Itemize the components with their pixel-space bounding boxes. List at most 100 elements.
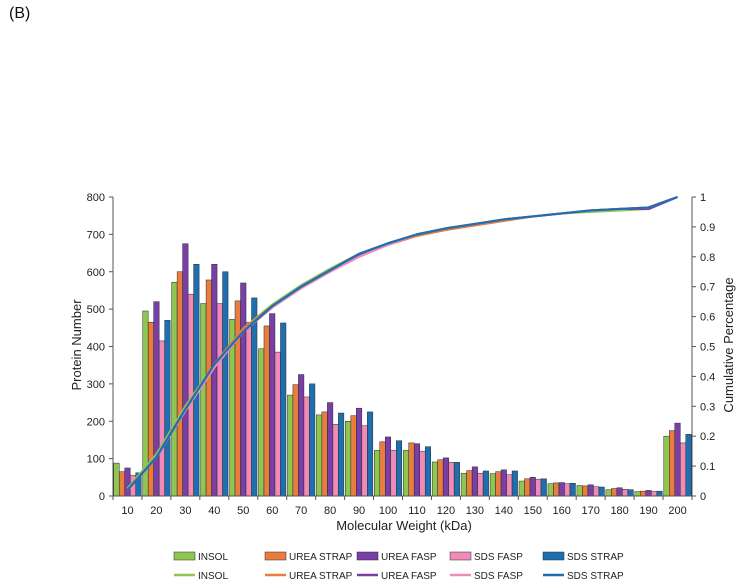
bar-sds-strap-40 — [222, 271, 229, 497]
bar-sds-fasp-90 — [361, 425, 368, 497]
bar-insol-140 — [489, 473, 496, 497]
bar-sds-strap-110 — [424, 446, 431, 497]
x-tick-label-120: 120 — [437, 505, 455, 517]
bar-insol-200 — [663, 435, 670, 497]
y2-axis-title: Cumulative Percentage — [721, 277, 736, 412]
y2-tick-label-0.4: 0.4 — [700, 371, 715, 383]
bar-insol-100 — [374, 450, 381, 497]
x-tick-label-10: 10 — [121, 505, 133, 517]
bar-sds-strap-190 — [656, 490, 663, 497]
legend-bar-swatch-sds-strap — [542, 551, 565, 561]
bar-urea-strap-120 — [437, 459, 444, 497]
bar-sds-strap-50 — [251, 297, 258, 497]
bar-urea-strap-100 — [379, 441, 386, 497]
x-tick-label-90: 90 — [353, 505, 365, 517]
bar-sds-fasp-120 — [448, 462, 455, 497]
bar-sds-strap-130 — [482, 470, 489, 497]
x-axis-title: Molecular Weight (kDa) — [336, 518, 472, 533]
y-tick-label-500: 500 — [87, 304, 105, 316]
bars-layer — [113, 243, 692, 497]
bar-sds-strap-100 — [396, 440, 403, 497]
bar-urea-strap-160 — [553, 482, 560, 497]
x-tick-label-50: 50 — [237, 505, 249, 517]
bar-insol-160 — [547, 483, 554, 497]
bar-urea-fasp-150 — [529, 477, 536, 497]
bar-urea-fasp-120 — [442, 457, 449, 497]
bar-sds-strap-140 — [511, 470, 518, 497]
bar-urea-strap-200 — [669, 430, 676, 497]
bar-sds-strap-150 — [540, 478, 547, 497]
y2-tick-label-0.8: 0.8 — [700, 252, 715, 264]
bar-urea-strap-130 — [466, 470, 473, 497]
x-tick-label-130: 130 — [466, 505, 484, 517]
cumulative-lines-layer — [126, 195, 678, 491]
bar-urea-fasp-30 — [182, 243, 189, 497]
x-tick-label-200: 200 — [668, 505, 686, 517]
legend: INSOL UREA STRAP UREA FASP SDS FASP SDS STRA… — [173, 551, 624, 582]
bar-sds-fasp-150 — [535, 478, 542, 497]
x-tick-label-190: 190 — [639, 505, 657, 517]
legend-line-label-urea-fasp: UREA FASP — [381, 571, 437, 582]
x-tick-label-40: 40 — [208, 505, 220, 517]
bar-insol-80 — [316, 414, 323, 497]
bar-urea-strap-10 — [118, 471, 125, 497]
y-tick-label-600: 600 — [87, 267, 105, 279]
bar-sds-fasp-190 — [651, 491, 658, 497]
bar-sds-fasp-170 — [593, 486, 600, 497]
y-tick-label-400: 400 — [87, 342, 105, 354]
bar-urea-fasp-70 — [298, 374, 305, 497]
x-tick-label-70: 70 — [295, 505, 307, 517]
bar-sds-fasp-20 — [158, 340, 165, 497]
bar-urea-strap-70 — [292, 384, 299, 497]
bar-insol-30 — [171, 281, 178, 497]
bar-urea-strap-30 — [176, 271, 183, 497]
x-tick-label-170: 170 — [581, 505, 599, 517]
y-tick-label-200: 200 — [87, 416, 105, 428]
bar-urea-fasp-90 — [356, 407, 363, 497]
legend-bar-swatch-urea-strap — [264, 551, 287, 561]
y2-tick-label-0.1: 0.1 — [700, 461, 715, 473]
bar-urea-fasp-160 — [558, 482, 565, 497]
x-tick-label-110: 110 — [408, 505, 426, 517]
bar-urea-strap-60 — [263, 325, 270, 497]
y2-tick-label-0: 0 — [700, 491, 706, 503]
y2-tick-label-0.9: 0.9 — [700, 222, 715, 234]
bar-urea-fasp-140 — [500, 469, 507, 497]
bar-insol-130 — [460, 472, 467, 497]
legend-bar-label-sds-strap: SDS STRAP — [567, 552, 624, 563]
bar-sds-fasp-80 — [332, 423, 339, 497]
bar-sds-fasp-180 — [622, 489, 629, 497]
bar-urea-strap-50 — [234, 300, 241, 497]
bar-urea-fasp-180 — [616, 487, 623, 497]
bar-insol-170 — [576, 485, 583, 497]
bar-urea-strap-190 — [640, 490, 647, 497]
bar-insol-10 — [113, 462, 120, 497]
bar-insol-150 — [518, 480, 525, 497]
legend-line-label-urea-strap: UREA STRAP — [289, 571, 353, 582]
bar-urea-strap-140 — [495, 471, 502, 497]
bar-insol-120 — [431, 461, 438, 497]
bar-sds-strap-20 — [164, 320, 171, 497]
bar-insol-110 — [402, 450, 409, 497]
legend-line-label-sds-fasp: SDS FASP — [474, 571, 523, 582]
bar-urea-strap-150 — [524, 478, 531, 497]
x-tick-label-30: 30 — [179, 505, 191, 517]
bar-sds-fasp-160 — [564, 483, 571, 497]
bar-urea-strap-40 — [205, 279, 212, 497]
line-sds-strap — [126, 195, 678, 491]
panel-label: (B) — [9, 5, 31, 22]
bar-sds-strap-90 — [367, 411, 374, 497]
x-tick-label-60: 60 — [266, 505, 278, 517]
bar-sds-strap-160 — [569, 483, 576, 497]
bar-sds-strap-70 — [309, 383, 316, 497]
x-tick-label-150: 150 — [524, 505, 542, 517]
y2-tick-label-0.5: 0.5 — [700, 342, 715, 354]
bar-urea-fasp-10 — [124, 467, 131, 497]
x-tick-label-20: 20 — [150, 505, 162, 517]
bar-sds-fasp-40 — [216, 303, 223, 497]
bar-sds-strap-60 — [280, 322, 287, 497]
y-tick-label-800: 800 — [87, 192, 105, 204]
bar-urea-fasp-50 — [240, 282, 247, 497]
bar-sds-strap-180 — [627, 489, 634, 497]
